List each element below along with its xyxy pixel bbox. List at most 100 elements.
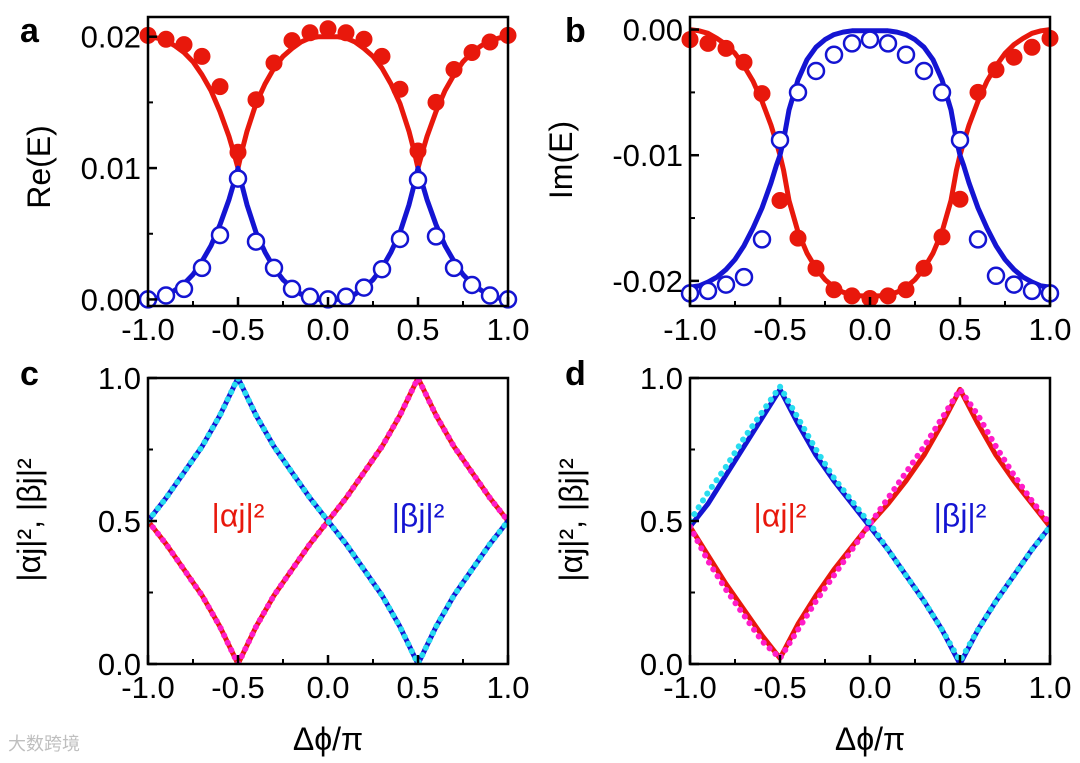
- series-red-experiment-point: [1005, 48, 1023, 66]
- panel-c-xlabel: Δϕ/π: [293, 721, 363, 757]
- panel-a-letter: a: [20, 12, 40, 50]
- x-tick-label: 0.5: [938, 312, 981, 347]
- annotation-label: |βj|²: [934, 498, 987, 534]
- panel-b-ylabel: Im(E): [543, 121, 579, 199]
- x-tick-label: 1.0: [1028, 670, 1071, 705]
- series-blue-experiment-point: [770, 130, 790, 150]
- x-tick-label: -1.0: [121, 670, 174, 705]
- series-upper-experiment-point: [193, 47, 211, 65]
- series-lower-experiment-point: [462, 275, 482, 295]
- x-tick-label: 1.0: [486, 312, 529, 347]
- panel-c-ylabel: |αj|², |βj|²: [11, 458, 47, 582]
- series-red-experiment-point: [807, 259, 825, 277]
- annotation-label: |αj|²: [754, 498, 807, 534]
- series-red-experiment-point: [753, 85, 771, 103]
- series-blue-experiment-point: [986, 266, 1006, 286]
- series-blue-experiment-point: [914, 61, 934, 81]
- series-blue-experiment-point: [734, 267, 754, 287]
- series-upper-experiment-point: [247, 91, 265, 109]
- panel-d-ylabel: |αj|², |βj|²: [553, 458, 589, 582]
- series-upper-experiment-point: [301, 24, 319, 42]
- series-upper-experiment-point: [391, 80, 409, 98]
- series-lower-experiment-point: [390, 229, 410, 249]
- series-upper-experiment-point: [211, 78, 229, 96]
- x-tick-label: -0.5: [753, 670, 806, 705]
- series-upper-experiment-point: [463, 44, 481, 61]
- series-upper-experiment-point: [373, 47, 391, 65]
- series-blue-experiment-point: [878, 34, 898, 53]
- panel-b-letter: b: [565, 12, 586, 50]
- series-lower-experiment-point: [372, 259, 392, 279]
- series-lower-experiment-point: [300, 287, 320, 307]
- series-upper-experiment-point: [427, 93, 445, 111]
- y-tick-label: 0.5: [640, 504, 683, 539]
- panel-d-xlabel: Δϕ/π: [835, 721, 905, 757]
- x-tick-label: -1.0: [663, 312, 716, 347]
- series-blue-experiment-point: [752, 230, 772, 249]
- series-upper-experiment-point: [337, 24, 355, 42]
- panel-c: c |αj|², |βj|² Δϕ/π -1.0 -0.5 0.0 0.5 1.0 0.0…: [11, 355, 530, 757]
- y-tick-label: 0.01: [81, 151, 141, 186]
- series-red-experiment-point: [825, 281, 843, 299]
- series-blue-experiment-point: [1004, 275, 1024, 294]
- series-lower-theory-line: [148, 165, 508, 302]
- series-blue-experiment-point: [842, 34, 862, 53]
- series-upper-experiment-point: [481, 33, 499, 51]
- x-tick-label: 0.0: [306, 670, 349, 705]
- x-tick-label: 1.0: [1028, 312, 1071, 347]
- x-tick-label: -1.0: [121, 312, 174, 347]
- series-blue-experiment-point: [806, 61, 826, 81]
- y-tick-label: 1.0: [98, 361, 141, 396]
- series-upper-experiment-point: [229, 143, 247, 161]
- series-lower-experiment-point: [210, 225, 230, 245]
- series-red-experiment-point: [771, 192, 789, 209]
- series-upper-experiment-point: [319, 20, 337, 38]
- y-tick-label: -0.02: [612, 264, 683, 299]
- y-tick-label: 0.5: [98, 504, 141, 539]
- panel-c-letter: c: [20, 355, 39, 393]
- series-red-experiment-point: [969, 83, 987, 101]
- series-blue-experiment-point: [824, 45, 844, 64]
- series--j-simulation-line: [148, 378, 508, 664]
- series-red-experiment-point: [915, 259, 933, 277]
- x-tick-label: 0.5: [396, 312, 439, 347]
- series-lower-experiment-point: [480, 286, 500, 305]
- series--j-theory-line: [690, 386, 1050, 664]
- series-red-experiment-point: [951, 190, 969, 208]
- series-red-experiment-point: [933, 228, 951, 246]
- x-tick-label: -1.0: [663, 670, 716, 705]
- series-blue-experiment-point: [896, 45, 916, 64]
- series-red-experiment-point: [735, 53, 753, 71]
- panel-a-ylabel: Re(E): [21, 125, 57, 209]
- series-red-experiment-point: [717, 39, 735, 57]
- series-lower-experiment-point: [408, 170, 428, 190]
- y-tick-label: 1.0: [640, 361, 683, 396]
- series-blue-experiment-point: [788, 83, 808, 102]
- annotation-label: |αj|²: [212, 498, 265, 534]
- series-upper-experiment-point: [175, 36, 193, 54]
- panel-a: a Re(E) -1.0 -0.5 0.0 0.5 1.0 0.00 0.01 0.02: [20, 12, 530, 347]
- x-tick-label: 0.0: [306, 312, 349, 347]
- series-upper-experiment-point: [445, 61, 463, 78]
- watermark: 大数跨境: [8, 734, 80, 754]
- x-tick-label: 1.0: [486, 670, 529, 705]
- series-blue-experiment-point: [860, 30, 880, 49]
- series-blue-experiment-point: [932, 83, 952, 102]
- series-lower-experiment-point: [174, 279, 194, 299]
- panel-b: b Im(E) -1.0 -0.5 0.0 0.5 1.0 0.00 -0.01 -0.02: [543, 12, 1072, 347]
- annotation-label: |βj|²: [392, 498, 445, 534]
- series-lower-experiment-point: [228, 169, 248, 188]
- series-upper-experiment-point: [265, 54, 283, 72]
- series-blue-experiment-point: [1022, 281, 1042, 301]
- series-blue-experiment-point: [950, 130, 970, 150]
- series-lower-experiment-point: [444, 258, 464, 278]
- series-upper-experiment-point: [355, 30, 373, 48]
- x-tick-label: -0.5: [211, 312, 264, 347]
- series-blue-experiment-point: [698, 281, 718, 301]
- series-red-experiment-point: [987, 61, 1005, 79]
- series-lower-experiment-point: [354, 278, 374, 297]
- series-lower-experiment-point: [264, 258, 284, 278]
- x-tick-label: 0.0: [848, 312, 891, 347]
- series-red-experiment-point: [699, 34, 717, 52]
